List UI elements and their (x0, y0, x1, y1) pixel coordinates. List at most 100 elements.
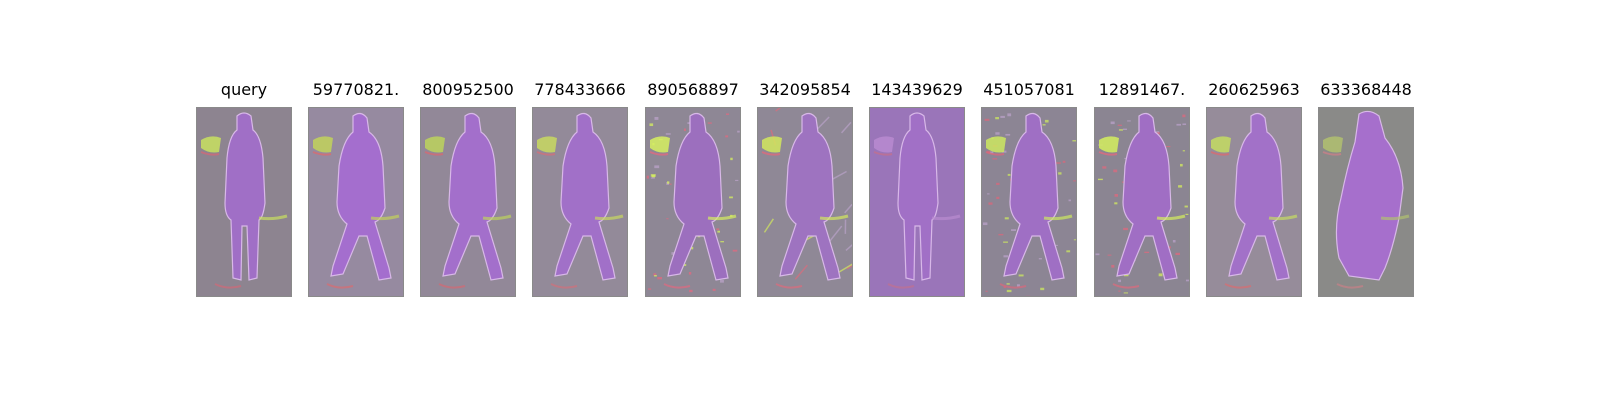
highlight-patch (650, 136, 670, 153)
panel-title: 800952500 (422, 80, 514, 99)
texture-noise (1038, 258, 1042, 260)
edge-fringe (438, 283, 466, 289)
texture-noise (1073, 239, 1076, 241)
highlight-patch (537, 136, 557, 153)
edge-fringe (819, 214, 849, 221)
texture-noise (1072, 180, 1076, 182)
feature-map-svg (982, 108, 1076, 296)
person-silhouette (667, 112, 729, 281)
texture-noise (985, 290, 988, 292)
texture-noise (1178, 185, 1183, 188)
texture-noise (1102, 166, 1107, 169)
feature-map-image (532, 107, 628, 297)
texture-noise (654, 275, 657, 277)
person-silhouette (1335, 110, 1404, 281)
texture-noise (1184, 205, 1188, 208)
texture-noise (1006, 289, 1012, 293)
highlight-patch (1099, 136, 1119, 153)
texture-noise (1111, 264, 1115, 268)
texture-noise (1156, 132, 1160, 135)
texture-noise (650, 177, 655, 179)
edge-fringe (1112, 283, 1140, 289)
edge-fringe (1098, 151, 1118, 156)
texture-noise (654, 116, 659, 120)
feature-map-svg (421, 108, 515, 296)
texture-noise (995, 117, 1000, 120)
texture-noise (666, 218, 669, 220)
texture-noise (1107, 254, 1112, 256)
feature-map-image (757, 107, 853, 297)
texture-noise (1118, 279, 1122, 283)
edge-fringe (761, 151, 781, 156)
panel-title: 59770821. (312, 80, 400, 99)
texture-noise (1006, 283, 1010, 285)
texture-noise (716, 228, 720, 231)
edge-fringe (482, 214, 512, 221)
feature-map-svg (533, 108, 627, 296)
texture-noise (1172, 240, 1176, 243)
texture-noise (1007, 173, 1011, 176)
panel-title: 451057081 (983, 80, 1075, 99)
highlight-patch (313, 136, 333, 153)
edge-fringe (1268, 214, 1298, 221)
edge-fringe (1322, 151, 1342, 156)
texture-noise (1007, 113, 1012, 117)
texture-noise (1158, 273, 1163, 277)
highlight-patch (1323, 136, 1343, 153)
texture-noise (1005, 133, 1011, 136)
edge-fringe (931, 214, 961, 221)
texture-noise (1016, 284, 1020, 287)
texture-noise (666, 181, 670, 184)
panel-title: 342095854 (759, 80, 851, 99)
edge-fringe (536, 151, 556, 156)
panel-title: 260625963 (1208, 80, 1300, 99)
texture-streak (816, 116, 830, 130)
feature-map-svg (1319, 108, 1413, 296)
edge-fringe (1224, 283, 1252, 289)
texture-noise (1122, 128, 1127, 130)
feature-map-svg (197, 108, 291, 296)
texture-noise (1018, 274, 1024, 277)
feature-map-image (1206, 107, 1302, 297)
texture-noise (650, 174, 656, 177)
texture-noise (646, 175, 649, 179)
edge-fringe (707, 214, 737, 221)
feature-map-image (1318, 107, 1414, 297)
texture-noise (1118, 129, 1123, 131)
texture-noise (1042, 124, 1046, 126)
texture-noise (1124, 157, 1127, 160)
texture-noise (1144, 251, 1150, 254)
texture-noise (732, 249, 738, 252)
feature-map-svg (646, 108, 740, 296)
texture-noise (1166, 146, 1171, 148)
texture-noise (1185, 213, 1189, 216)
texture-noise (665, 133, 671, 135)
highlight-patch (986, 136, 1006, 153)
edge-fringe (775, 283, 803, 289)
edge-fringe (424, 151, 444, 156)
texture-noise (720, 279, 724, 283)
feature-map-svg (870, 108, 964, 296)
edge-fringe (312, 151, 332, 156)
texture-noise (1000, 115, 1005, 118)
texture-noise (683, 264, 687, 266)
texture-noise (1118, 290, 1121, 292)
texture-streak (775, 108, 782, 112)
feature-map-image (981, 107, 1077, 297)
texture-streak (794, 264, 808, 280)
highlight-patch (425, 136, 445, 153)
texture-noise (998, 233, 1004, 236)
texture-streak (840, 121, 852, 134)
feature-map-svg (758, 108, 852, 296)
texture-noise (1001, 150, 1007, 153)
texture-noise (1058, 172, 1062, 175)
texture-noise (1055, 162, 1061, 164)
texture-noise (996, 182, 1000, 185)
texture-noise (996, 196, 1000, 199)
texture-noise (1095, 253, 1100, 256)
texture-noise (988, 202, 993, 205)
panel-title: 778433666 (534, 80, 626, 99)
feature-map-image (420, 107, 516, 297)
person-silhouette (224, 112, 266, 281)
person-silhouette (897, 112, 939, 281)
